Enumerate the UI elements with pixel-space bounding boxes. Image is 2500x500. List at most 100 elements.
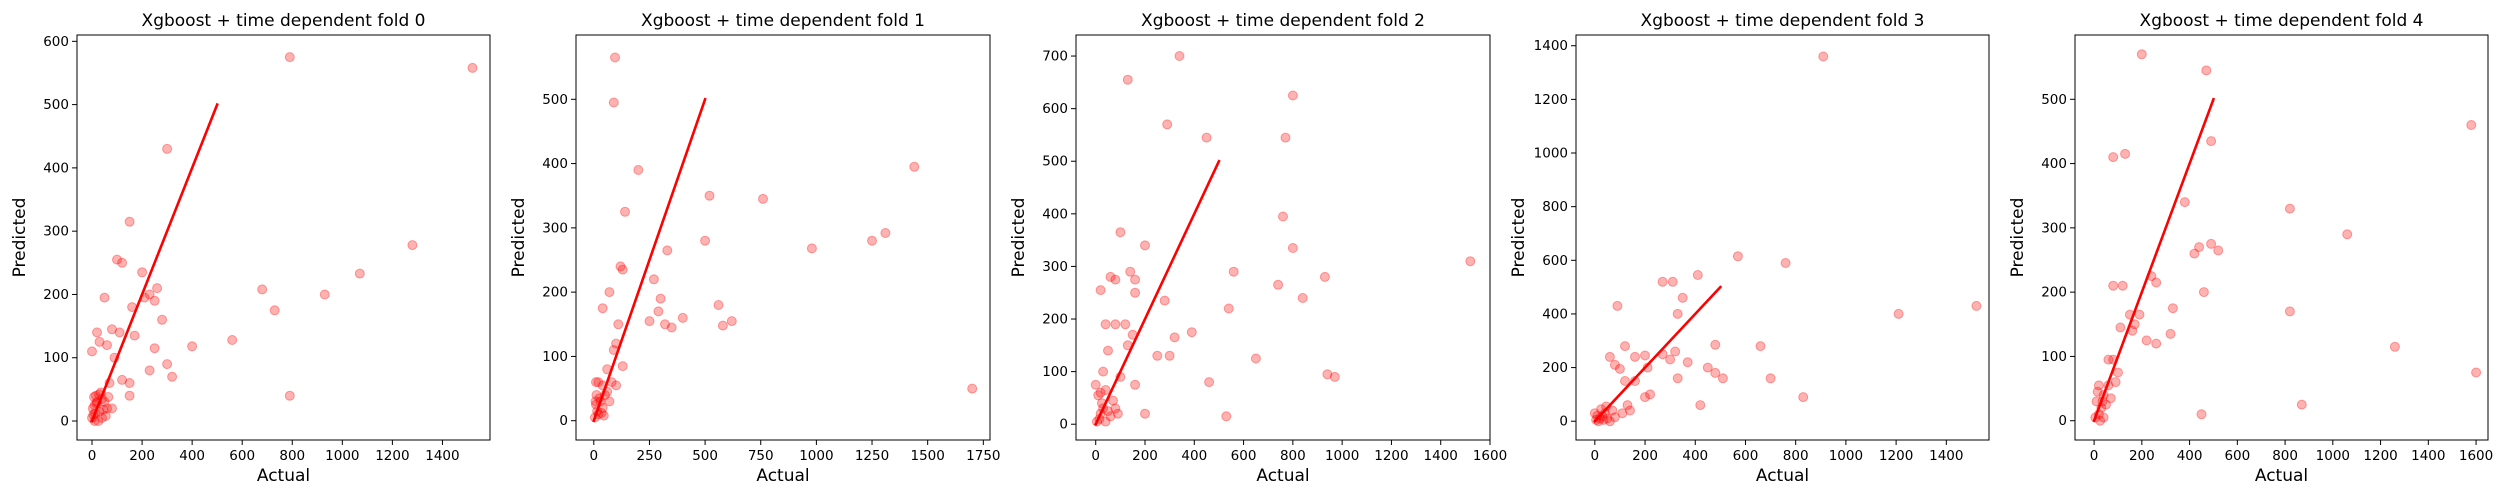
data-point — [2466, 120, 2477, 130]
data-point — [655, 293, 666, 304]
x-tick-label: 1400 — [425, 448, 459, 464]
data-point — [1818, 51, 1829, 62]
data-point — [1732, 251, 1743, 262]
subplot-fold-0: 0 200 400 600 800 1000 1200 1400 0 100 200 300 400 50… — [10, 11, 491, 486]
x-tick-label: 1600 — [2459, 448, 2493, 464]
data-point — [2117, 280, 2128, 291]
data-point — [613, 319, 624, 330]
data-point — [1971, 300, 1982, 311]
data-point — [620, 206, 630, 217]
data-point — [1604, 416, 1615, 427]
y-tick-label: 400 — [542, 156, 568, 172]
data-point — [1645, 389, 1656, 400]
y-tick-label: 1200 — [1534, 92, 1568, 108]
data-point — [167, 371, 178, 382]
data-point — [597, 303, 608, 314]
data-point — [284, 52, 295, 63]
x-tick-label: 750 — [748, 448, 774, 464]
data-point — [1110, 403, 1121, 414]
data-point — [717, 320, 728, 331]
data-point — [591, 377, 601, 388]
data-point — [1130, 287, 1141, 298]
data-point — [114, 327, 125, 338]
data-point — [102, 403, 112, 414]
y-axis-label: Predicted — [509, 198, 529, 278]
data-point — [1755, 341, 1766, 352]
data-point — [92, 327, 102, 338]
y-tick-label: 100 — [2041, 349, 2067, 365]
x-axis-label: Actual — [2255, 466, 2308, 486]
data-point — [1598, 414, 1609, 425]
x-tick-label: 0 — [590, 448, 599, 464]
y-tick-label: 300 — [1042, 259, 1068, 275]
data-point — [1130, 274, 1141, 285]
data-point — [1140, 408, 1150, 419]
data-point — [149, 295, 160, 306]
y-tick-label: 800 — [1542, 199, 1568, 215]
data-point — [1100, 385, 1111, 395]
data-point — [704, 190, 715, 201]
data-point — [1204, 377, 1215, 388]
chart-title: Xgboost + time dependent fold 3 — [1641, 11, 1925, 31]
data-point — [98, 404, 109, 415]
data-point — [2095, 415, 2106, 426]
x-tick-label: 200 — [1132, 448, 1158, 464]
data-point — [666, 322, 677, 333]
scatter-points — [87, 52, 478, 426]
y-tick-label: 600 — [43, 34, 69, 50]
data-point — [2134, 309, 2145, 320]
x-axis-label: Actual — [1756, 466, 1809, 486]
data-point — [2284, 306, 2295, 317]
data-point — [124, 390, 135, 401]
data-point — [1278, 211, 1288, 222]
data-point — [102, 340, 112, 351]
data-point — [2189, 248, 2200, 259]
data-point — [2113, 367, 2123, 378]
data-point — [2196, 409, 2207, 420]
y-axis-label: Predicted — [1009, 198, 1029, 278]
chart-title: Xgboost + time dependent fold 0 — [142, 11, 426, 31]
data-point — [967, 383, 978, 394]
y-tick-label: 600 — [1542, 253, 1568, 269]
data-point — [604, 287, 615, 298]
x-tick-label: 200 — [2129, 448, 2155, 464]
data-point — [1162, 119, 1173, 130]
data-point — [2471, 367, 2482, 378]
y-tick-label: 200 — [1042, 312, 1068, 328]
x-tick-label: 800 — [2272, 448, 2298, 464]
subplot-fold-2: 0 200 400 600 800 1000 1200 1400 1600 0 100 200 300 4… — [1009, 11, 1507, 486]
x-axis-label: Actual — [1256, 466, 1309, 486]
data-point — [2389, 341, 2400, 352]
x-tick-label: 1000 — [799, 448, 833, 464]
data-point — [162, 143, 173, 154]
data-point — [1717, 373, 1728, 384]
data-point — [2108, 280, 2119, 291]
y-axis-label: Predicted — [2008, 198, 2028, 278]
data-point — [187, 341, 198, 352]
y-tick-label: 100 — [1042, 364, 1068, 380]
data-point — [1672, 373, 1683, 384]
data-point — [617, 264, 628, 275]
y-tick-label: 100 — [43, 350, 69, 366]
data-point — [867, 235, 877, 246]
data-point — [608, 97, 619, 108]
data-point — [2108, 152, 2119, 163]
data-point — [124, 216, 135, 227]
data-point — [1108, 395, 1118, 406]
data-point — [1169, 332, 1180, 343]
chart-title: Xgboost + time dependent fold 4 — [2140, 11, 2424, 31]
y-tick-label: 400 — [43, 160, 69, 176]
data-point — [1710, 367, 1721, 378]
x-tick-label: 1000 — [1325, 448, 1359, 464]
x-tick-label: 800 — [279, 448, 305, 464]
y-tick-label: 400 — [1042, 206, 1068, 222]
data-point — [1130, 379, 1141, 390]
data-point — [1589, 408, 1600, 419]
data-point — [1105, 411, 1116, 422]
data-point — [2115, 322, 2126, 333]
data-point — [1798, 392, 1809, 403]
x-tick-label: 1750 — [966, 448, 1000, 464]
x-tick-label: 800 — [1280, 448, 1306, 464]
data-point — [1098, 366, 1109, 377]
data-point — [124, 378, 135, 388]
